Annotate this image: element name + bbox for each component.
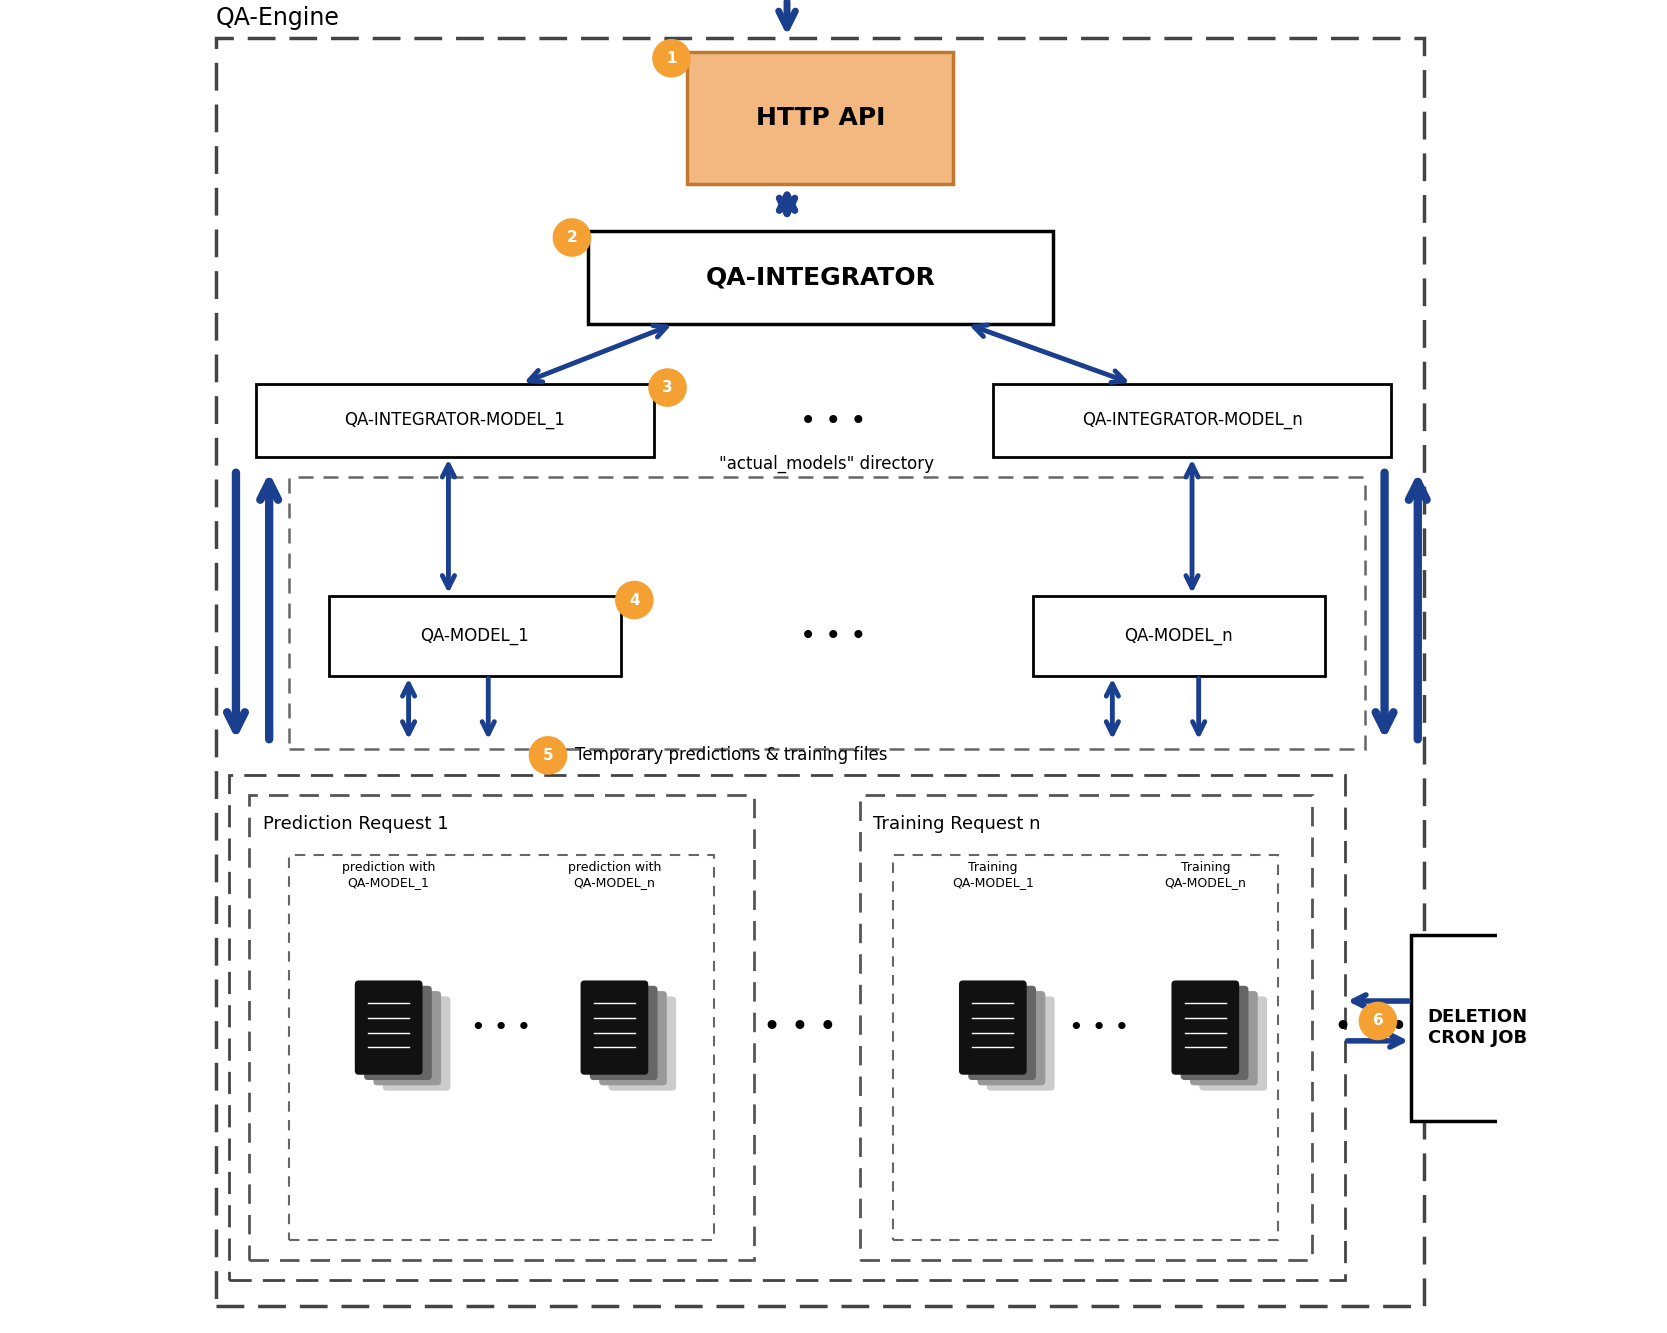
Text: QA-MODEL_n: QA-MODEL_n: [1125, 627, 1234, 645]
Bar: [328, 596, 622, 676]
FancyBboxPatch shape: [590, 986, 657, 1080]
FancyBboxPatch shape: [363, 986, 432, 1080]
Text: • • •: • • •: [1334, 1013, 1409, 1042]
Text: • • •: • • •: [800, 623, 867, 651]
Bar: [255, 384, 653, 457]
Text: 5: 5: [543, 748, 553, 762]
Text: • • •: • • •: [763, 1013, 837, 1042]
FancyBboxPatch shape: [1190, 990, 1259, 1085]
Text: 2: 2: [567, 231, 577, 245]
Text: QA-INTEGRATOR-MODEL_1: QA-INTEGRATOR-MODEL_1: [345, 411, 565, 429]
FancyBboxPatch shape: [1199, 996, 1267, 1090]
Circle shape: [648, 369, 687, 407]
Text: Training
QA-MODEL_1: Training QA-MODEL_1: [952, 861, 1034, 889]
Bar: [288, 854, 713, 1240]
FancyBboxPatch shape: [608, 996, 677, 1090]
Text: • • •: • • •: [800, 407, 867, 435]
Text: QA-MODEL_1: QA-MODEL_1: [420, 627, 530, 645]
FancyBboxPatch shape: [355, 981, 422, 1074]
Text: prediction with
QA-MODEL_1: prediction with QA-MODEL_1: [342, 861, 435, 889]
Bar: [250, 796, 753, 1260]
FancyBboxPatch shape: [959, 981, 1027, 1074]
Text: • • •: • • •: [472, 1016, 532, 1040]
Text: QA-Engine: QA-Engine: [217, 7, 340, 31]
FancyBboxPatch shape: [1180, 986, 1249, 1080]
Bar: [230, 776, 1345, 1280]
Text: DELETION
CRON JOB: DELETION CRON JOB: [1427, 1008, 1527, 1046]
FancyBboxPatch shape: [987, 996, 1055, 1090]
Text: • • •: • • •: [1069, 1016, 1129, 1040]
FancyBboxPatch shape: [383, 996, 450, 1090]
Circle shape: [553, 219, 590, 256]
FancyBboxPatch shape: [598, 990, 667, 1085]
FancyBboxPatch shape: [977, 990, 1045, 1085]
Bar: [994, 384, 1392, 457]
Text: Temporary predictions & training files: Temporary predictions & training files: [575, 746, 887, 764]
FancyBboxPatch shape: [1172, 981, 1239, 1074]
Text: Training Request n: Training Request n: [874, 816, 1040, 833]
Bar: [1032, 596, 1325, 676]
Text: 3: 3: [662, 380, 673, 395]
Text: QA-INTEGRATOR: QA-INTEGRATOR: [705, 265, 935, 289]
Bar: [687, 52, 954, 184]
Text: 6: 6: [1372, 1013, 1384, 1029]
Text: HTTP API: HTTP API: [755, 107, 885, 131]
Bar: [860, 796, 1312, 1260]
FancyBboxPatch shape: [969, 986, 1035, 1080]
Circle shape: [530, 737, 567, 774]
Text: prediction with
QA-MODEL_n: prediction with QA-MODEL_n: [568, 861, 662, 889]
Text: Prediction Request 1: Prediction Request 1: [262, 816, 448, 833]
FancyBboxPatch shape: [580, 981, 648, 1074]
Bar: [588, 231, 1052, 324]
Text: "actual_models" directory: "actual_models" directory: [720, 455, 935, 472]
Text: Training
QA-MODEL_n: Training QA-MODEL_n: [1164, 861, 1247, 889]
FancyBboxPatch shape: [373, 990, 442, 1085]
Circle shape: [615, 581, 653, 619]
Circle shape: [1359, 1002, 1397, 1040]
Bar: [1412, 934, 1544, 1121]
Bar: [894, 854, 1279, 1240]
Bar: [288, 476, 1365, 749]
Text: 4: 4: [628, 592, 640, 608]
Circle shape: [653, 40, 690, 77]
Text: QA-INTEGRATOR-MODEL_n: QA-INTEGRATOR-MODEL_n: [1082, 411, 1302, 429]
Text: 1: 1: [667, 51, 677, 65]
